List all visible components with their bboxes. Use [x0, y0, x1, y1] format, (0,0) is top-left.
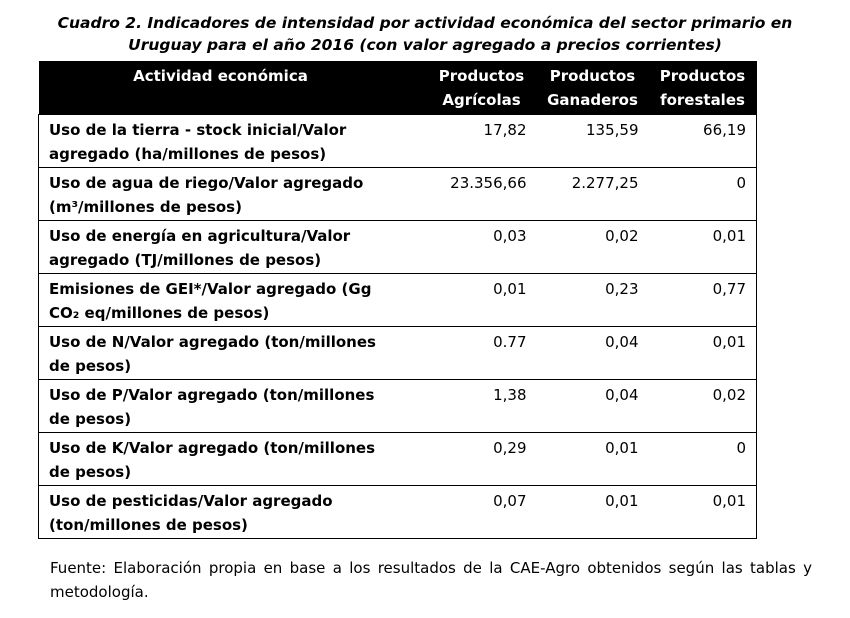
header-forestales: Productos forestales — [648, 61, 757, 115]
cell-forestales: 66,19 — [648, 114, 757, 168]
row-label-line-1: Uso de la tierra - stock inicial/Valor — [49, 121, 347, 139]
table-row: Uso de pesticidas/Valor agregado (ton/mi… — [38, 485, 757, 539]
row-label-line-2: (ton/millones de pesos) — [49, 516, 248, 534]
row-label-line-2: agregado (TJ/millones de pesos) — [49, 251, 322, 269]
indicators-table: Actividad económica Productos Agrícolas … — [38, 61, 757, 539]
cell-forestales: 0 — [648, 432, 757, 486]
row-label: Uso de K/Valor agregado (ton/millones de… — [38, 432, 427, 486]
row-label-line-1: Uso de K/Valor agregado (ton/millones — [49, 439, 376, 457]
header-agricolas: Productos Agrícolas — [426, 61, 537, 115]
row-label: Uso de pesticidas/Valor agregado (ton/mi… — [38, 485, 427, 539]
header-activity: Actividad económica — [38, 61, 427, 115]
table-row: Emisiones de GEI*/Valor agregado (Gg CO₂… — [38, 273, 757, 327]
row-label-line-2: CO₂ eq/millones de pesos) — [49, 304, 270, 322]
header-ganaderos-line-2: Ganaderos — [547, 91, 638, 109]
table-header: Actividad económica Productos Agrícolas … — [38, 61, 757, 115]
cell-agricolas: 1,38 — [426, 379, 537, 433]
header-forestales-line-1: Productos — [659, 67, 746, 85]
header-forestales-line-2: forestales — [660, 91, 745, 109]
cell-agricolas: 0,03 — [426, 220, 537, 274]
cell-forestales: 0 — [648, 167, 757, 221]
table-row: Uso de K/Valor agregado (ton/millones de… — [38, 432, 757, 486]
row-label-line-2: de pesos) — [49, 357, 132, 375]
table-row: Uso de energía en agricultura/Valor agre… — [38, 220, 757, 274]
row-label-line-1: Uso de pesticidas/Valor agregado — [49, 492, 333, 510]
caption-line-2: Uruguay para el año 2016 (con valor agre… — [128, 36, 722, 54]
table-row: Uso de la tierra - stock inicial/Valor a… — [38, 114, 757, 168]
cell-forestales: 0,02 — [648, 379, 757, 433]
cell-agricolas: 0,01 — [426, 273, 537, 327]
row-label-line-2: de pesos) — [49, 463, 132, 481]
header-activity-label: Actividad económica — [133, 67, 308, 85]
cell-ganaderos: 0,23 — [536, 273, 649, 327]
cell-agricolas: 17,82 — [426, 114, 537, 168]
cell-forestales: 0,77 — [648, 273, 757, 327]
row-label-line-2: de pesos) — [49, 410, 132, 428]
row-label-line-1: Emisiones de GEI*/Valor agregado (Gg — [49, 280, 372, 298]
cell-ganaderos: 2.277,25 — [536, 167, 649, 221]
header-ganaderos: Productos Ganaderos — [536, 61, 649, 115]
row-label-line-1: Uso de agua de riego/Valor agregado — [49, 174, 364, 192]
cell-agricolas: 0.77 — [426, 326, 537, 380]
table-row: Uso de N/Valor agregado (ton/millones de… — [38, 326, 757, 380]
cell-ganaderos: 0,01 — [536, 432, 649, 486]
row-label: Uso de agua de riego/Valor agregado (m³/… — [38, 167, 427, 221]
cell-ganaderos: 0,04 — [536, 326, 649, 380]
cell-ganaderos: 135,59 — [536, 114, 649, 168]
cell-agricolas: 23.356,66 — [426, 167, 537, 221]
cell-ganaderos: 0,01 — [536, 485, 649, 539]
cell-forestales: 0,01 — [648, 326, 757, 380]
table-body: Uso de la tierra - stock inicial/Valor a… — [38, 114, 757, 539]
header-row: Actividad económica Productos Agrícolas … — [38, 61, 757, 115]
row-label-line-1: Uso de N/Valor agregado (ton/millones — [49, 333, 376, 351]
row-label: Uso de la tierra - stock inicial/Valor a… — [38, 114, 427, 168]
table-caption: Cuadro 2. Indicadores de intensidad por … — [40, 12, 810, 56]
row-label: Uso de P/Valor agregado (ton/millones de… — [38, 379, 427, 433]
row-label-line-2: agregado (ha/millones de pesos) — [49, 145, 327, 163]
header-agricolas-line-1: Productos — [438, 67, 525, 85]
caption-line-1: Cuadro 2. Indicadores de intensidad por … — [57, 14, 793, 32]
cell-forestales: 0,01 — [648, 220, 757, 274]
row-label: Emisiones de GEI*/Valor agregado (Gg CO₂… — [38, 273, 427, 327]
row-label-line-1: Uso de energía en agricultura/Valor — [49, 227, 351, 245]
cell-agricolas: 0,29 — [426, 432, 537, 486]
cell-agricolas: 0,07 — [426, 485, 537, 539]
source-note: Fuente: Elaboración propia en base a los… — [50, 559, 812, 601]
table-row: Uso de P/Valor agregado (ton/millones de… — [38, 379, 757, 433]
row-label: Uso de N/Valor agregado (ton/millones de… — [38, 326, 427, 380]
row-label: Uso de energía en agricultura/Valor agre… — [38, 220, 427, 274]
header-ganaderos-line-1: Productos — [549, 67, 636, 85]
row-label-line-1: Uso de P/Valor agregado (ton/millones — [49, 386, 375, 404]
table-row: Uso de agua de riego/Valor agregado (m³/… — [38, 167, 757, 221]
header-agricolas-line-2: Agrícolas — [442, 91, 521, 109]
cell-ganaderos: 0,02 — [536, 220, 649, 274]
cell-forestales: 0,01 — [648, 485, 757, 539]
cell-ganaderos: 0,04 — [536, 379, 649, 433]
row-label-line-2: (m³/millones de pesos) — [49, 198, 242, 216]
